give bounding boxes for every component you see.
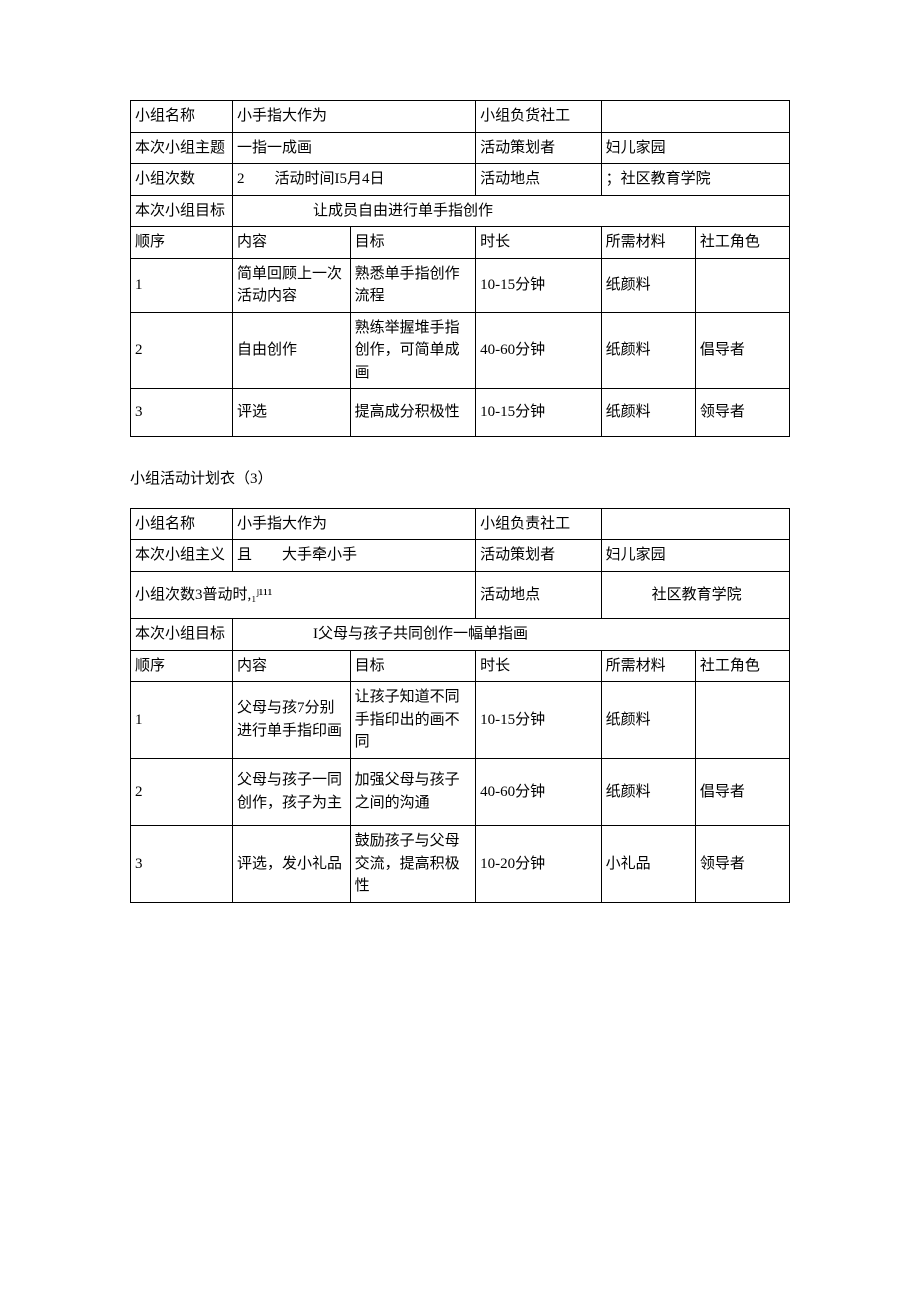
cell-content: 简单回顾上一次活动内容 bbox=[232, 258, 350, 312]
table-row: 小组次数3普动时,₁ʲ¹¹¹ 活动地点 社区教育学院 bbox=[131, 571, 790, 619]
cell-role: 领导者 bbox=[695, 389, 789, 437]
cell-value: 小手指大作为 bbox=[232, 101, 475, 133]
cell-label: 本次小组主义 bbox=[131, 540, 233, 572]
cell-value: 2 活动时间I5月4日 bbox=[232, 164, 475, 196]
cell-label: 活动策划者 bbox=[476, 540, 602, 572]
cell-label: 本次小组目标 bbox=[131, 195, 233, 227]
cell-value: ；社区教育学院 bbox=[601, 164, 789, 196]
cell-label: 活动地点 bbox=[476, 164, 602, 196]
cell-seq: 3 bbox=[131, 389, 233, 437]
cell-time: 10-15分钟 bbox=[476, 389, 602, 437]
cell-label: 小组负货社工 bbox=[476, 101, 602, 133]
cell-role: 倡导者 bbox=[695, 312, 789, 389]
cell-content: 父母与孩子一同创作，孩子为主 bbox=[232, 758, 350, 826]
cell-value bbox=[601, 508, 789, 540]
cell-label: 活动地点 bbox=[476, 571, 602, 619]
section-title: 小组活动计划衣（3） bbox=[130, 467, 790, 488]
cell-material: 纸颜料 bbox=[601, 389, 695, 437]
header-cell: 顺序 bbox=[131, 227, 233, 259]
cell-time: 10-15分钟 bbox=[476, 682, 602, 759]
cell-goal: 熟练举握堆手指创作，可简单成画 bbox=[350, 312, 476, 389]
table-row: 小组名称 小手指大作为 小组负货社工 bbox=[131, 101, 790, 133]
cell-material: 小礼品 bbox=[601, 826, 695, 903]
cell-time: 10-15分钟 bbox=[476, 258, 602, 312]
table-row: 3 评选 提高成分积极性 10-15分钟 纸颜料 领导者 bbox=[131, 389, 790, 437]
cell-value bbox=[601, 101, 789, 133]
table-row: 本次小组目标 让成员自由进行单手指创作 bbox=[131, 195, 790, 227]
table-row: 1 简单回顾上一次活动内容 熟悉单手指创作流程 10-15分钟 纸颜料 bbox=[131, 258, 790, 312]
cell-value: 妇儿家园 bbox=[601, 540, 789, 572]
cell-time: 40-60分钟 bbox=[476, 312, 602, 389]
cell-goal: 提高成分积极性 bbox=[350, 389, 476, 437]
cell-role: 倡导者 bbox=[695, 758, 789, 826]
cell-seq: 1 bbox=[131, 682, 233, 759]
table-row: 1 父母与孩7分别进行单手指印画 让孩子知道不同手指印出的画不同 10-15分钟… bbox=[131, 682, 790, 759]
header-cell: 时长 bbox=[476, 227, 602, 259]
cell-label: 小组名称 bbox=[131, 101, 233, 133]
cell-role bbox=[695, 682, 789, 759]
header-cell: 目标 bbox=[350, 650, 476, 682]
activity-plan-table-2: 小组名称 小手指大作为 小组负责社工 本次小组主义 且 大手牵小手 活动策划者 … bbox=[130, 508, 790, 903]
table-header-row: 顺序 内容 目标 时长 所需材料 社工角色 bbox=[131, 227, 790, 259]
header-cell: 社工角色 bbox=[695, 650, 789, 682]
cell-material: 纸颜料 bbox=[601, 758, 695, 826]
table-row: 小组名称 小手指大作为 小组负责社工 bbox=[131, 508, 790, 540]
header-cell: 所需材料 bbox=[601, 650, 695, 682]
table-header-row: 顺序 内容 目标 时长 所需材料 社工角色 bbox=[131, 650, 790, 682]
header-cell: 内容 bbox=[232, 227, 350, 259]
table-row: 小组次数 2 活动时间I5月4日 活动地点 ；社区教育学院 bbox=[131, 164, 790, 196]
cell-seq: 2 bbox=[131, 758, 233, 826]
cell-label: 活动策划者 bbox=[476, 132, 602, 164]
cell-content: 评选 bbox=[232, 389, 350, 437]
cell-material: 纸颜料 bbox=[601, 312, 695, 389]
table-row: 2 自由创作 熟练举握堆手指创作，可简单成画 40-60分钟 纸颜料 倡导者 bbox=[131, 312, 790, 389]
header-cell: 内容 bbox=[232, 650, 350, 682]
cell-label: 小组名称 bbox=[131, 508, 233, 540]
header-cell: 社工角色 bbox=[695, 227, 789, 259]
cell-value: 且 大手牵小手 bbox=[232, 540, 475, 572]
cell-time: 10-20分钟 bbox=[476, 826, 602, 903]
cell-content: 自由创作 bbox=[232, 312, 350, 389]
table-row: 本次小组主题 一指一成画 活动策划者 妇儿家园 bbox=[131, 132, 790, 164]
header-cell: 时长 bbox=[476, 650, 602, 682]
cell-label: 小组次数 bbox=[131, 164, 233, 196]
cell-value: 妇儿家园 bbox=[601, 132, 789, 164]
cell-value: 一指一成画 bbox=[232, 132, 475, 164]
table-row: 本次小组目标 I父母与孩子共同创作一幅单指画 bbox=[131, 619, 790, 651]
table-row: 2 父母与孩子一同创作，孩子为主 加强父母与孩子之间的沟通 40-60分钟 纸颜… bbox=[131, 758, 790, 826]
cell-value: 让成员自由进行单手指创作 bbox=[232, 195, 789, 227]
cell-seq: 3 bbox=[131, 826, 233, 903]
cell-value: I父母与孩子共同创作一幅单指画 bbox=[232, 619, 789, 651]
cell-label: 本次小组目标 bbox=[131, 619, 233, 651]
cell-label: 小组负责社工 bbox=[476, 508, 602, 540]
table-row: 3 评选，发小礼品 鼓励孩子与父母交流，提高积极性 10-20分钟 小礼品 领导… bbox=[131, 826, 790, 903]
cell-goal: 鼓励孩子与父母交流，提高积极性 bbox=[350, 826, 476, 903]
cell-label: 本次小组主题 bbox=[131, 132, 233, 164]
cell-value: 小手指大作为 bbox=[232, 508, 475, 540]
cell-content: 父母与孩7分别进行单手指印画 bbox=[232, 682, 350, 759]
cell-goal: 加强父母与孩子之间的沟通 bbox=[350, 758, 476, 826]
cell-seq: 2 bbox=[131, 312, 233, 389]
cell-time: 40-60分钟 bbox=[476, 758, 602, 826]
cell-role bbox=[695, 258, 789, 312]
cell-label: 小组次数3普动时,₁ʲ¹¹¹ bbox=[131, 571, 476, 619]
cell-role: 领导者 bbox=[695, 826, 789, 903]
cell-goal: 熟悉单手指创作流程 bbox=[350, 258, 476, 312]
cell-goal: 让孩子知道不同手指印出的画不同 bbox=[350, 682, 476, 759]
activity-plan-table-1: 小组名称 小手指大作为 小组负货社工 本次小组主题 一指一成画 活动策划者 妇儿… bbox=[130, 100, 790, 437]
table-row: 本次小组主义 且 大手牵小手 活动策划者 妇儿家园 bbox=[131, 540, 790, 572]
cell-material: 纸颜料 bbox=[601, 258, 695, 312]
cell-value: 社区教育学院 bbox=[601, 571, 789, 619]
cell-seq: 1 bbox=[131, 258, 233, 312]
header-cell: 顺序 bbox=[131, 650, 233, 682]
cell-material: 纸颜料 bbox=[601, 682, 695, 759]
header-cell: 所需材料 bbox=[601, 227, 695, 259]
cell-content: 评选，发小礼品 bbox=[232, 826, 350, 903]
header-cell: 目标 bbox=[350, 227, 476, 259]
